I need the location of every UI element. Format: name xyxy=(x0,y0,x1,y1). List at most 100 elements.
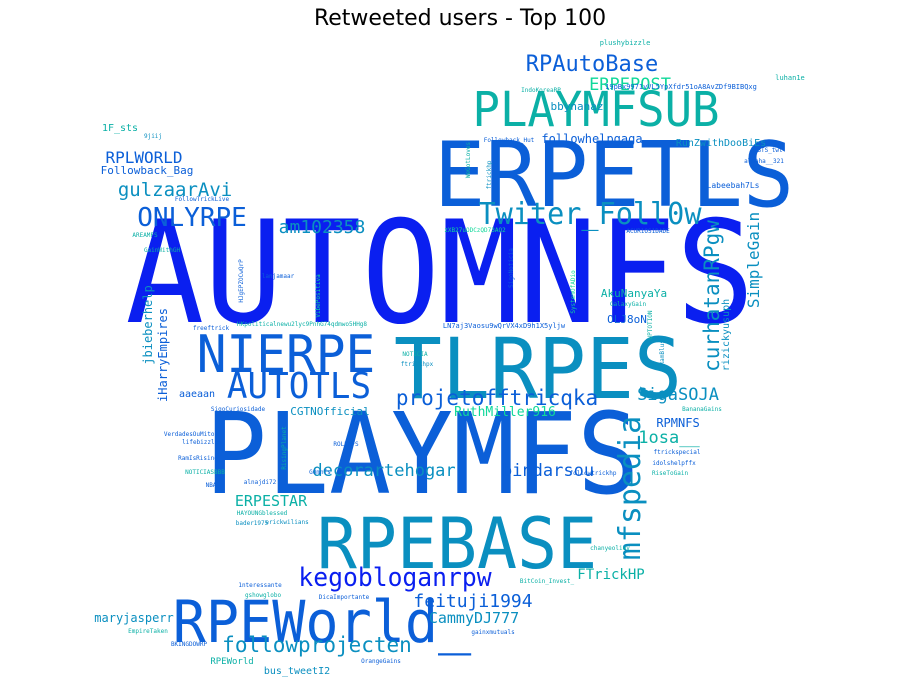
word-61: zXB27uODCzQD73AO2 xyxy=(444,227,506,234)
word-73: NOTICIA xyxy=(402,351,428,358)
word-87: followtrickhp xyxy=(570,470,617,477)
word-18: feituji1994 xyxy=(413,591,532,612)
word-27: decorartehogar xyxy=(312,461,455,481)
word-50: 19pBx9971vVL5YpXfdr51oA8AvZDf9BIBQxg xyxy=(605,83,757,91)
word-39: bbynanaz xyxy=(551,100,604,113)
word-69: freeftrick xyxy=(193,325,230,332)
word-62: ACUR1OS1DADE xyxy=(626,228,670,235)
word-4: RPEBASE xyxy=(317,504,597,585)
word-85: GOmnfs xyxy=(309,469,331,476)
word-59: AREAMFS xyxy=(132,232,158,239)
word-101: BKINGDOWRP xyxy=(171,641,208,648)
word-5: RPEWorld_ xyxy=(173,589,472,657)
word-46: RPEWorld xyxy=(210,657,253,667)
word-96: 1nteressante xyxy=(238,582,282,589)
word-95: BitCoin_Invest_ xyxy=(520,578,575,585)
word-89: idolshelpffx xyxy=(652,460,696,467)
word-9: mfspedia xyxy=(613,416,648,561)
word-16: RPAutoBase xyxy=(526,52,658,77)
word-65: VibePositiva xyxy=(315,274,322,318)
word-77: BananaGains xyxy=(682,406,722,413)
word-43: RunZwithDooBiEs xyxy=(676,138,766,149)
word-28: ERPESTAR xyxy=(235,492,308,510)
word-49: luhan1e xyxy=(775,74,805,82)
word-84: ROLEMFS xyxy=(333,441,359,448)
word-37: AkuNanyaYa xyxy=(601,287,667,300)
word-44: rizickyusuph xyxy=(721,299,732,371)
word-23: bindarsou xyxy=(502,461,594,481)
word-17: gulzaarAvi xyxy=(118,179,232,201)
word-13: followprojecten xyxy=(222,633,412,657)
word-1: PLAYMFS xyxy=(205,390,639,520)
word-76: SigoCuriosidade xyxy=(211,406,266,413)
word-56: WeGotLoves xyxy=(465,142,472,179)
word-25: 1osa__ xyxy=(638,428,700,448)
word-54: BTS_twt xyxy=(757,147,783,154)
word-21: RPLWORLD xyxy=(105,148,182,167)
word-40: Followback_Bag xyxy=(101,164,194,177)
word-10: Twiter_Foll0w xyxy=(479,196,702,232)
word-0: AUTOMNFS xyxy=(125,191,754,356)
word-81: NOTICIASBBB xyxy=(185,469,225,476)
word-3: TLRPES xyxy=(394,321,682,418)
word-70: HKpoliticalnewu2lyc9PnhG74qdmwo5HHg8 xyxy=(237,321,367,328)
word-6: PLAYMFSUB xyxy=(473,83,720,138)
word-34: iHarryEmpires xyxy=(156,308,170,402)
word-99: gainxmutuals xyxy=(471,629,515,636)
word-35: RPMNFS xyxy=(656,416,699,430)
word-74: ftrickhpx xyxy=(401,361,434,368)
word-48: plushybizzle xyxy=(600,39,651,47)
word-30: RuthMiller916 xyxy=(454,405,556,420)
word-60: GainWithGH xyxy=(144,247,181,254)
word-11: kegobloganrpw xyxy=(298,561,492,592)
word-36: OLJ8oN xyxy=(607,313,647,326)
word-67: SystemOfADio xyxy=(570,270,577,314)
word-63: HJgEPZOCwQrP xyxy=(238,259,245,303)
word-20: ERPEPOST xyxy=(589,75,671,95)
word-90: RiseToGain xyxy=(652,470,689,477)
word-93: erickwilians xyxy=(265,519,309,526)
word-78: VerdadesOuMitos xyxy=(164,431,219,438)
chart-title: Retweeted users - Top 100 xyxy=(313,6,607,31)
word-68: GalaxyGain xyxy=(610,301,647,308)
word-94: chanyeoliev xyxy=(590,545,630,552)
word-100: EmpireTaken xyxy=(128,628,168,635)
word-92: HAYOUNGblessed xyxy=(237,510,288,517)
word-19: CammyDJ777 xyxy=(429,609,519,627)
word-98: DicaImportante xyxy=(319,594,370,601)
word-8: AUTOTLS xyxy=(227,365,371,407)
word-75: RamBlush xyxy=(659,336,666,365)
word-86: alnajdi72 xyxy=(244,479,277,486)
word-72: UPTOTION xyxy=(647,310,654,339)
word-33: jbieberhelp xyxy=(141,285,155,364)
word-47: Labeebah7Ls xyxy=(707,181,760,190)
word-57: ftrickhp xyxy=(486,160,493,189)
word-80: RamIsRising xyxy=(178,455,218,462)
word-83: RisingPlanet xyxy=(281,426,288,470)
word-41: 1F_sts xyxy=(102,123,138,134)
word-88: ftrickspecial xyxy=(654,449,701,456)
word-102: OrangeGains xyxy=(361,658,401,665)
word-7: NIERPE xyxy=(197,324,375,384)
word-82: NBA xyxy=(206,482,217,489)
word-71: LN7aj3Vaosu9wQrVX4xD9h1X5yljw xyxy=(443,322,566,330)
word-91: bader1975 xyxy=(236,520,269,527)
word-26: SimpleGain xyxy=(744,212,763,308)
word-55: almaha__321 xyxy=(744,158,784,165)
word-45: bus_tweetI2 xyxy=(264,666,330,677)
word-24: SigaSOJA xyxy=(637,385,719,405)
word-22: am102358 xyxy=(279,217,366,238)
word-29: FTrickHP xyxy=(577,567,644,583)
word-52: 9jiij xyxy=(144,133,162,140)
word-51: IndoKoreaRP xyxy=(521,87,561,94)
word-38: CGTNOfficial xyxy=(290,405,369,418)
word-42: aaeaan xyxy=(179,389,215,400)
word-32: followhelpgaga xyxy=(541,132,642,146)
word-97: gshowglobo xyxy=(245,592,282,599)
word-15: curhatanRPgw xyxy=(700,220,724,372)
word-66: SigoNoticia xyxy=(508,248,515,288)
word-64: lanjamaar xyxy=(262,273,295,280)
word-14: ONLYRPE xyxy=(137,203,247,233)
word-53: Followback_Hut xyxy=(484,137,535,144)
